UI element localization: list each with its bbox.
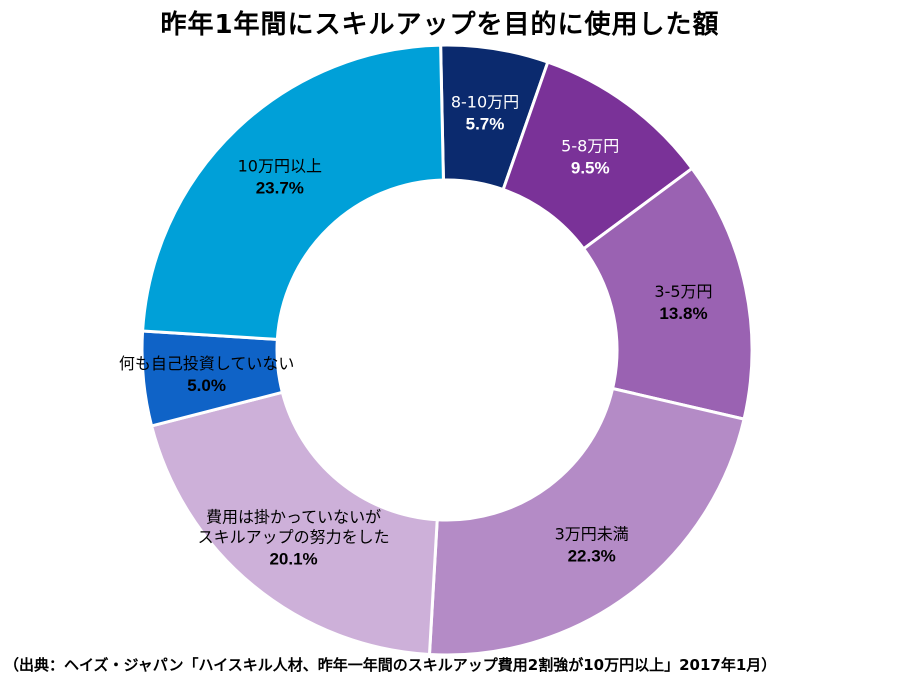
slice-label-group: 5-8万円 9.5%: [561, 137, 619, 178]
slice-category-label: 5-8万円: [561, 137, 619, 156]
slice-category-label: 何も自己投資していない: [119, 354, 295, 373]
slice-percent-label: 23.7%: [256, 179, 304, 198]
slice-label-group: 3万円未満 22.3%: [555, 524, 629, 565]
slice-percent-label: 5.0%: [187, 376, 226, 395]
chart-title: 昨年1年間にスキルアップを目的に使用した額: [160, 10, 720, 40]
slice-percent-label: 9.5%: [571, 159, 610, 178]
slice-percent-label: 22.3%: [568, 546, 616, 565]
slice-category-label: スキルアップの努力をした: [198, 528, 390, 547]
donut-slice: [427, 386, 746, 657]
slice-label-group: 8-10万円 5.7%: [451, 93, 519, 134]
slice-category-label: 費用は掛かっていないが: [206, 508, 381, 527]
slice-category-label: 8-10万円: [451, 93, 519, 112]
slice-label-group: 10万円以上 23.7%: [238, 157, 322, 198]
slice-label-group: 何も自己投資していない 5.0%: [119, 354, 295, 395]
source-note: （出典：ヘイズ・ジャパン「ハイスキル人材、昨年一年間のスキルアップ費用2割強が1…: [4, 656, 777, 674]
slice-percent-label: 20.1%: [269, 550, 317, 569]
donut-slice: [581, 166, 754, 421]
slice-category-label: 3-5万円: [654, 282, 712, 301]
donut-slice: [149, 390, 439, 657]
donut-slice: [140, 43, 445, 342]
slice-label-group: 3-5万円 13.8%: [654, 282, 712, 323]
slice-category-label: 3万円未満: [555, 524, 629, 543]
slice-percent-label: 5.7%: [466, 115, 505, 134]
slice-percent-label: 13.8%: [659, 304, 707, 323]
slice-category-label: 10万円以上: [238, 157, 322, 176]
